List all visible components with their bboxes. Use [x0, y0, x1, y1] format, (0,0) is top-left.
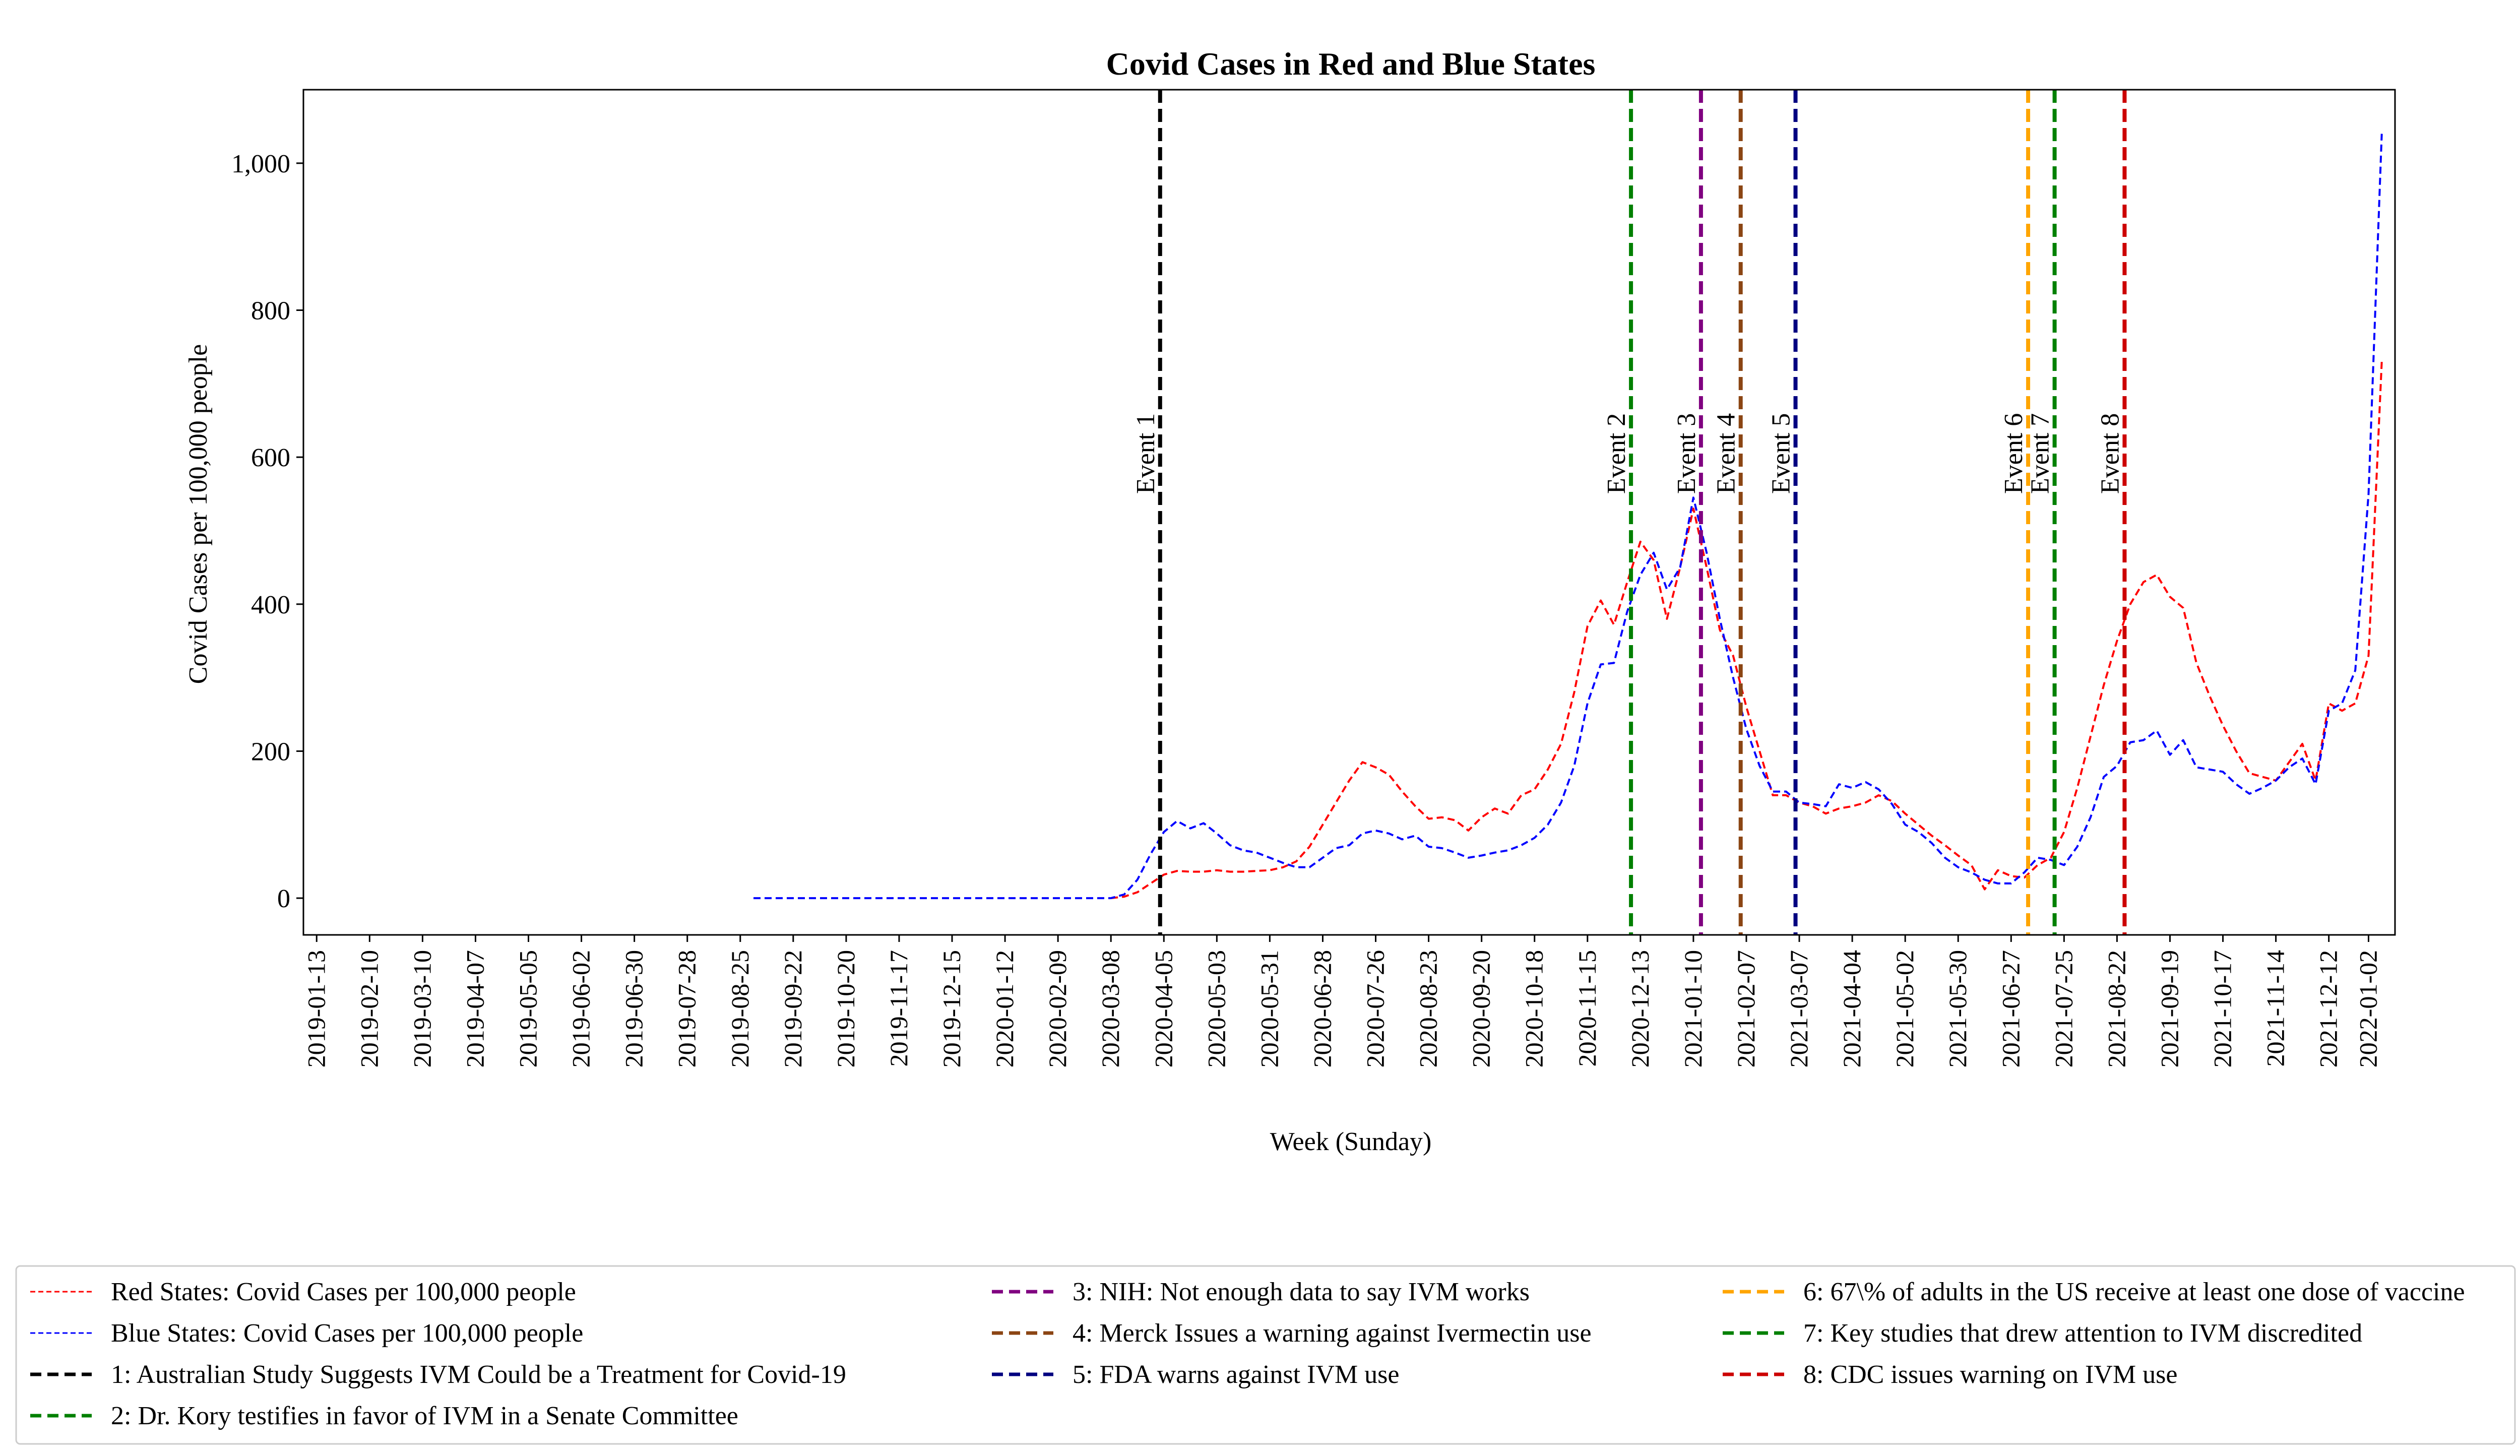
legend: Red States: Covid Cases per 100,000 peop… [15, 1265, 2516, 1445]
x-tick-label: 2021-03-07 [1785, 950, 1813, 1067]
x-tick-label: 2020-01-12 [990, 950, 1019, 1067]
y-tick-label: 1,000 [231, 150, 290, 178]
legend-event-8-label: 8: CDC issues warning on IVM use [1803, 1360, 2177, 1389]
x-tick-label: 2021-04-04 [1838, 950, 1866, 1067]
legend-event-5-label: 5: FDA warns against IVM use [1073, 1360, 1400, 1389]
y-axis-label: Covid Cases per 100,000 people [184, 344, 213, 684]
x-tick-label: 2019-06-02 [567, 950, 595, 1067]
legend-event-6-label: 6: 67\% of adults in the US receive at l… [1803, 1278, 2465, 1306]
x-tick-label: 2021-07-25 [2049, 950, 2077, 1067]
x-tick-label: 2020-10-18 [1520, 950, 1548, 1067]
plot-frame [302, 89, 2396, 936]
x-tick-label: 2019-01-13 [302, 950, 330, 1067]
event-label-2: Event 2 [1602, 413, 1631, 494]
legend-event-3-label: 3: NIH: Not enough data to say IVM works [1073, 1278, 1530, 1306]
x-tick-label: 2021-05-30 [1943, 950, 1972, 1067]
x-tick-label: 2019-12-15 [937, 950, 966, 1067]
legend-event-1-label: 1: Australian Study Suggests IVM Could b… [111, 1360, 846, 1389]
legend-event-4-label: 4: Merck Issues a warning against Iverme… [1073, 1319, 1592, 1348]
event-label-8: Event 8 [2096, 413, 2124, 494]
x-tick-label: 2021-08-22 [2102, 950, 2130, 1067]
x-tick-label: 2020-08-23 [1414, 950, 1442, 1067]
x-tick-label: 2021-06-27 [1996, 950, 2025, 1067]
x-tick-label: 2019-05-05 [514, 950, 542, 1067]
event-label-4: Event 4 [1712, 413, 1741, 494]
x-tick-label: 2021-02-07 [1732, 950, 1760, 1067]
x-tick-label: 2019-02-10 [355, 950, 383, 1067]
x-tick-label: 2022-01-02 [2354, 950, 2382, 1067]
x-tick-label: 2021-09-19 [2155, 950, 2183, 1067]
series-line-blue-states [753, 134, 2383, 900]
x-tick-label: 2021-12-12 [2314, 950, 2343, 1067]
y-tick-label: 200 [251, 737, 290, 766]
x-tick-label: 2020-05-03 [1202, 950, 1230, 1067]
event-label-3: Event 3 [1672, 413, 1701, 494]
legend-event-7-label: 7: Key studies that drew attention to IV… [1803, 1319, 2362, 1348]
legend-event-2-label: 2: Dr. Kory testifies in favor of IVM in… [111, 1402, 738, 1430]
plot-area: Event 1 Event 2 Event 3 Event 4 Event 5 Event… [231, 89, 2396, 1067]
y-tick-label: 0 [277, 884, 290, 913]
chart-title: Covid Cases in Red and Blue States [1106, 46, 1596, 82]
y-tick-label: 600 [251, 444, 290, 472]
event-label-6: Event 6 [1999, 413, 2028, 494]
x-tick-label: 2020-06-28 [1308, 950, 1336, 1067]
x-tick-label: 2020-12-13 [1626, 950, 1654, 1067]
x-tick-label: 2020-07-26 [1361, 950, 1390, 1067]
x-tick-label: 2019-06-30 [620, 950, 648, 1067]
x-tick-label: 2020-03-08 [1096, 950, 1124, 1067]
legend-series-2-label: Blue States: Covid Cases per 100,000 peo… [111, 1319, 583, 1348]
y-tick-label: 400 [251, 591, 290, 619]
x-tick-label: 2020-02-09 [1043, 950, 1072, 1067]
x-tick-label: 2020-05-31 [1255, 950, 1283, 1067]
x-tick-label: 2019-03-10 [408, 950, 436, 1067]
x-tick-label: 2019-09-22 [779, 950, 807, 1067]
x-tick-label: 2019-11-17 [885, 950, 913, 1066]
x-tick-label: 2019-08-25 [726, 950, 754, 1067]
legend-series-1-label: Red States: Covid Cases per 100,000 peop… [111, 1278, 576, 1306]
y-tick-label: 800 [251, 296, 290, 325]
x-tick-label: 2019-04-07 [461, 950, 489, 1067]
event-label-7: Event 7 [2026, 413, 2055, 494]
x-tick-label: 2020-11-15 [1573, 950, 1601, 1066]
x-tick-label: 2021-10-17 [2209, 950, 2237, 1067]
legend-box [15, 1265, 2516, 1445]
x-tick-label: 2020-09-20 [1467, 950, 1495, 1067]
x-tick-label: 2019-10-20 [832, 950, 860, 1067]
x-tick-label: 2019-07-28 [673, 950, 701, 1067]
x-tick-label: 2021-11-14 [2261, 950, 2290, 1066]
series-line-red-states [1110, 361, 2383, 900]
x-tick-label: 2021-05-02 [1891, 950, 1919, 1067]
event-label-1: Event 1 [1131, 413, 1160, 494]
event-label-5: Event 5 [1767, 413, 1796, 494]
x-tick-label: 2020-04-05 [1149, 950, 1177, 1067]
x-tick-label: 2021-01-10 [1679, 950, 1707, 1067]
x-axis-label: Week (Sunday) [1270, 1127, 1432, 1156]
